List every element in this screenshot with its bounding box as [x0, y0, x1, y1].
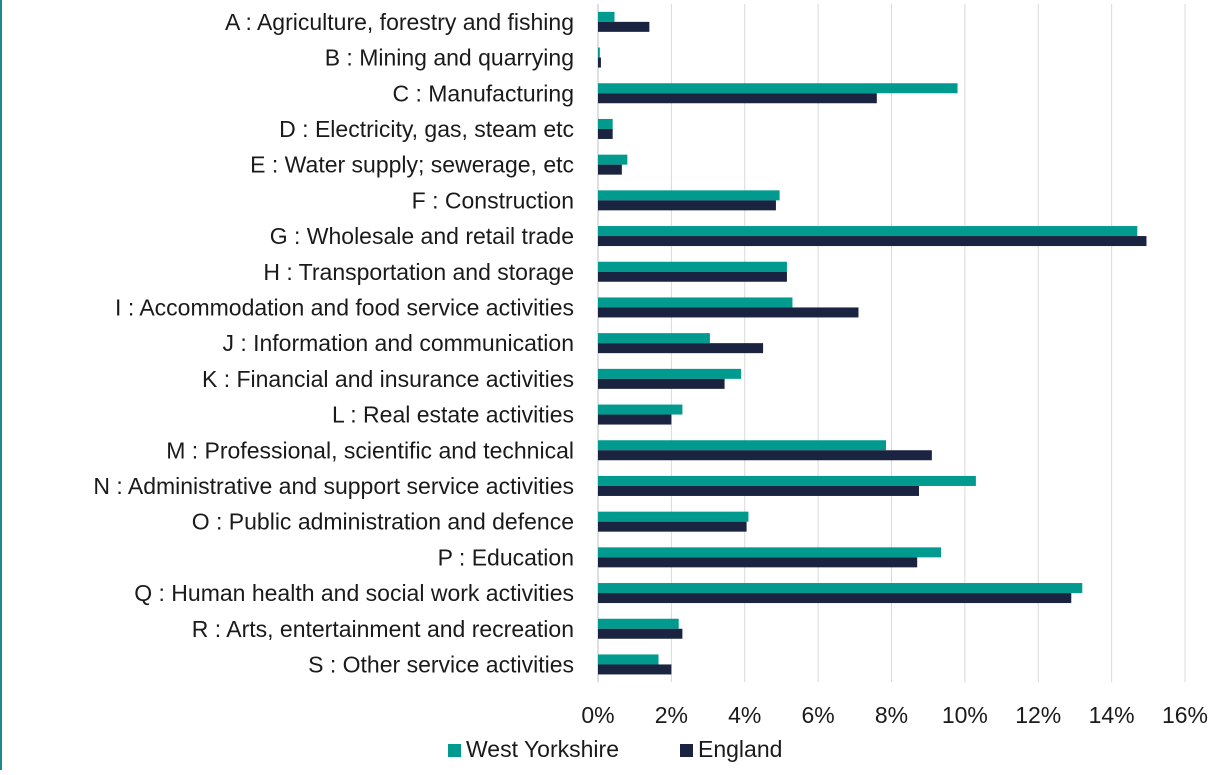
category-label: I : Accommodation and food service activ…: [115, 294, 574, 320]
bar-england: [598, 343, 764, 354]
category-label: H : Transportation and storage: [263, 259, 574, 285]
bar-england: [598, 557, 918, 568]
bar-west-yorkshire: [598, 83, 958, 94]
bar-west-yorkshire: [598, 618, 679, 629]
category-label: G : Wholesale and retail trade: [270, 223, 574, 249]
bar-west-yorkshire: [598, 154, 628, 165]
x-tick-label: 16%: [1162, 702, 1208, 728]
category-label: M : Professional, scientific and technic…: [166, 437, 574, 463]
gridlines: [670, 4, 1186, 683]
bar-west-yorkshire: [598, 404, 683, 415]
bar-england: [598, 164, 622, 175]
category-label: F : Construction: [412, 187, 574, 213]
bar-england: [598, 21, 650, 32]
category-label: O : Public administration and defence: [192, 509, 574, 535]
category-label: E : Water supply; sewerage, etc: [250, 152, 574, 178]
frame-border: [0, 0, 2, 770]
bar-england: [598, 200, 776, 211]
bar-west-yorkshire: [598, 511, 749, 522]
bar-england: [598, 664, 672, 675]
legend-swatch-england: [680, 744, 693, 757]
category-labels: A : Agriculture, forestry and fishing B :…: [93, 9, 574, 678]
category-label: A : Agriculture, forestry and fishing: [225, 9, 574, 35]
bar-england: [598, 485, 920, 496]
category-label: N : Administrative and support service a…: [93, 473, 574, 499]
x-tick-label: 8%: [875, 702, 908, 728]
x-tick-label: 4%: [728, 702, 761, 728]
bar-england: [598, 378, 725, 389]
bar-west-yorkshire: [598, 11, 615, 22]
bar-england: [598, 57, 601, 68]
x-tick-label: 0%: [581, 702, 614, 728]
legend: West Yorkshire England: [448, 736, 782, 762]
bar-west-yorkshire: [598, 583, 1083, 594]
bar-west-yorkshire: [598, 297, 793, 308]
x-tick-label: 6%: [802, 702, 835, 728]
category-label: P : Education: [438, 544, 574, 570]
category-label: L : Real estate activities: [332, 402, 574, 428]
legend-swatch-west-yorkshire: [448, 744, 461, 757]
bar-west-yorkshire: [598, 475, 976, 486]
bar-england: [598, 521, 747, 532]
x-tick-labels: 0% 2% 4% 6% 8% 10% 12% 14% 16%: [581, 702, 1208, 728]
bar-west-yorkshire: [598, 190, 780, 201]
x-tick-label: 14%: [1089, 702, 1135, 728]
bar-west-yorkshire: [598, 368, 742, 379]
category-label: D : Electricity, gas, steam etc: [279, 116, 574, 142]
bar-england: [598, 628, 683, 639]
bar-england: [598, 236, 1147, 247]
category-label: K : Financial and insurance activities: [202, 366, 574, 392]
bar-west-yorkshire: [598, 261, 787, 272]
category-label: R : Arts, entertainment and recreation: [192, 616, 574, 642]
bar-west-yorkshire: [598, 547, 942, 558]
category-label: Q : Human health and social work activit…: [134, 580, 574, 606]
bar-england: [598, 414, 672, 425]
category-label: C : Manufacturing: [392, 80, 574, 106]
bars: [598, 11, 1147, 675]
bar-west-yorkshire: [598, 654, 659, 665]
bar-west-yorkshire: [598, 333, 710, 344]
bar-west-yorkshire: [598, 440, 886, 451]
x-tick-label: 2%: [655, 702, 688, 728]
x-tick-label: 10%: [942, 702, 988, 728]
x-tick-label: 12%: [1015, 702, 1061, 728]
bar-england: [598, 307, 859, 318]
bar-england: [598, 271, 787, 282]
bar-england: [598, 450, 932, 461]
bar-west-yorkshire: [598, 226, 1138, 237]
category-label: S : Other service activities: [308, 651, 574, 677]
bar-england: [598, 593, 1072, 604]
bar-west-yorkshire: [598, 118, 613, 129]
legend-label-england: England: [698, 736, 782, 762]
bar-england: [598, 128, 613, 139]
bar-west-yorkshire: [598, 47, 600, 58]
category-label: J : Information and communication: [222, 330, 574, 356]
category-label: B : Mining and quarrying: [325, 45, 574, 71]
bar-england: [598, 93, 877, 104]
legend-label-west-yorkshire: West Yorkshire: [466, 736, 619, 762]
